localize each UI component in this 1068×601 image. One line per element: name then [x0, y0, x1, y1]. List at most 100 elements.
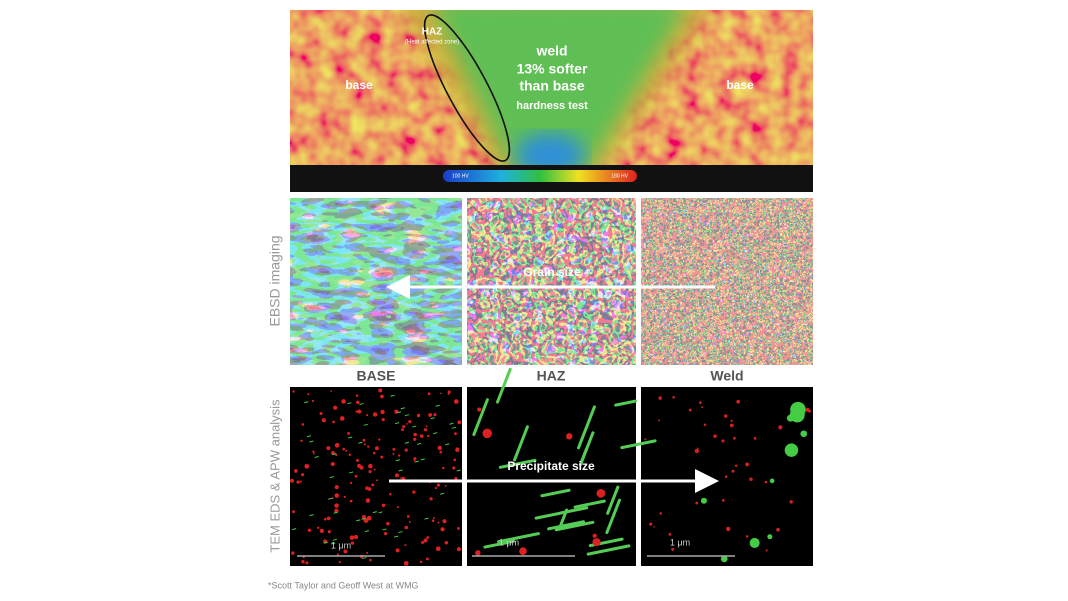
- precipitate-dot: [416, 413, 421, 418]
- precipitate-dot: [442, 466, 445, 470]
- tem-haz: [467, 387, 636, 566]
- precipitate-rod: [586, 544, 631, 556]
- precipitate-dot: [406, 422, 408, 425]
- precipitate-dot: [432, 517, 435, 519]
- precipitate-dot: [456, 547, 461, 552]
- tem-row: [290, 367, 813, 566]
- precipitate-dot: [365, 498, 371, 503]
- precipitate-dot: [404, 544, 407, 547]
- tem-base: [290, 387, 462, 566]
- precipitate-rod: [394, 535, 399, 538]
- precipitate-dot: [313, 452, 315, 455]
- weld-zone: [401, 10, 709, 165]
- precipitate-rod: [472, 398, 489, 437]
- precipitate-dot: [800, 430, 808, 438]
- precipitate-rod: [349, 471, 354, 474]
- precipitate-dot: [435, 546, 441, 552]
- tem-overlay: Precipitate size 1 μm 1 μm 1 μm: [297, 459, 735, 557]
- precipitate-dot: [380, 455, 384, 459]
- precipitate-rod: [416, 442, 422, 445]
- precipitate-dot: [745, 462, 750, 467]
- precipitate-dot: [330, 462, 335, 467]
- ebsd-row: Grain size EBSD imaging: [267, 198, 813, 365]
- base-label: base: [726, 78, 754, 92]
- precipitate-dot: [764, 480, 768, 484]
- precipitate-dot: [786, 414, 795, 422]
- precipitate-rod: [439, 492, 445, 495]
- precipitate-dot: [366, 551, 369, 554]
- precipitate-dot: [356, 400, 360, 405]
- arrow-label: Grain size: [523, 265, 581, 279]
- precipitate-dot: [425, 557, 429, 561]
- precipitate-dot: [380, 409, 385, 415]
- precipitate-dot: [323, 517, 327, 521]
- precipitate-dot: [301, 473, 305, 477]
- precipitate-dot: [334, 503, 339, 508]
- precipitate-dot: [425, 425, 428, 428]
- precipitate-dot: [695, 501, 699, 505]
- precipitate-dot: [369, 558, 372, 562]
- precipitate-dot: [477, 407, 482, 412]
- precipitate-dot: [305, 561, 309, 565]
- precipitate-dot: [355, 458, 359, 462]
- precipitate-dot: [392, 452, 395, 455]
- precipitate-rod: [605, 498, 621, 535]
- precipitate-dot: [386, 521, 390, 526]
- precipitate-dot: [343, 495, 346, 499]
- precipitate-dot: [421, 540, 425, 544]
- precipitate-dot: [354, 474, 358, 478]
- scale-label: 1 μm: [331, 540, 351, 550]
- precipitate-dot: [698, 401, 702, 405]
- precipitate-rod: [395, 459, 400, 462]
- precipitate-dot: [784, 443, 799, 457]
- precipitate-rod: [573, 499, 606, 509]
- precipitate-dot: [332, 420, 335, 424]
- precipitate-dot: [395, 548, 400, 553]
- scale-label: 1 μm: [499, 537, 519, 547]
- precipitate-rod: [309, 514, 314, 517]
- precipitate-dot: [805, 407, 810, 412]
- scale-min: 100 HV: [452, 173, 469, 179]
- precipitate-dot: [437, 521, 440, 524]
- precipitate-dot: [292, 510, 296, 514]
- precipitate-dot: [592, 533, 597, 538]
- precipitate-dot: [453, 399, 459, 404]
- precipitate-dot: [426, 536, 430, 539]
- precipitate-rod: [540, 488, 571, 498]
- precipitate-dot: [304, 463, 310, 469]
- precipitate-dot: [745, 535, 749, 538]
- precipitate-dot: [753, 436, 757, 440]
- precipitate-dot: [713, 434, 717, 438]
- precipitate-dot: [290, 478, 295, 483]
- precipitate-dot: [427, 392, 431, 396]
- precipitate-dot: [319, 411, 323, 416]
- precipitate-dot: [326, 446, 331, 451]
- precipitate-dot: [327, 530, 331, 534]
- precipitate-dot: [428, 412, 433, 417]
- precipitate-dot: [300, 439, 303, 442]
- precipitate-rod: [332, 538, 337, 541]
- precipitate-rod: [554, 520, 595, 532]
- precipitate-dot: [378, 388, 383, 393]
- scale-bar: [443, 170, 637, 182]
- precipitate-rod: [456, 469, 461, 472]
- precipitate-dot: [353, 534, 359, 540]
- precipitate-dot: [311, 399, 315, 402]
- precipitate-rod: [534, 511, 562, 520]
- precipitate-dot: [412, 490, 416, 494]
- precipitate-rod: [400, 407, 405, 410]
- precipitate-dot: [720, 555, 728, 563]
- precipitate-rod: [483, 539, 515, 549]
- precipitate-dot: [454, 477, 458, 481]
- precipitate-dot: [307, 528, 312, 532]
- precipitate-dot: [378, 438, 381, 441]
- precipitate-dot: [475, 550, 481, 556]
- precipitate-dot: [724, 475, 728, 478]
- precipitate-dot: [368, 470, 372, 474]
- precipitate-dot: [347, 431, 350, 435]
- precipitate-rod: [304, 401, 309, 404]
- column-label: Weld: [710, 368, 743, 384]
- precipitate-rod: [497, 532, 540, 544]
- precipitate-dot: [338, 560, 341, 564]
